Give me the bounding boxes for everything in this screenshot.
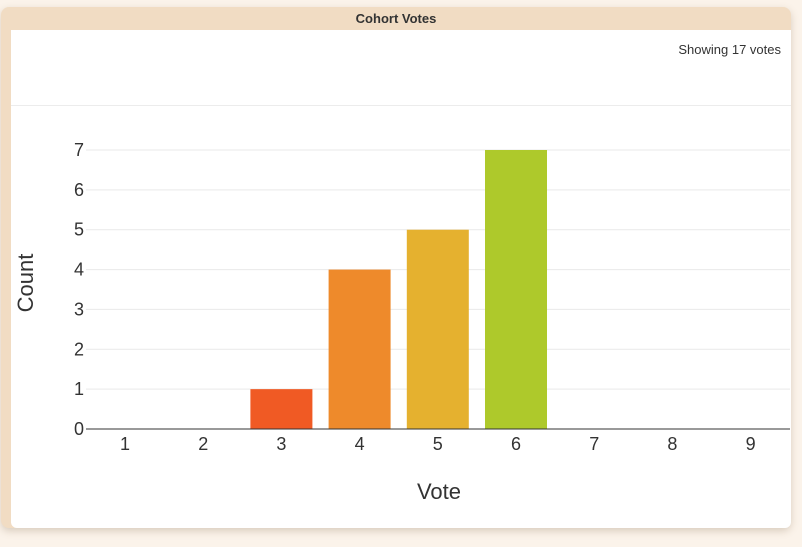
y-axis-label: Count: [13, 254, 38, 313]
bar-vote-5: [406, 229, 469, 429]
x-tick-label: 3: [276, 434, 286, 454]
x-tick-label: 4: [355, 434, 365, 454]
panel-title: Cohort Votes: [355, 11, 437, 26]
x-tick-label: 8: [667, 434, 677, 454]
vote-count-text: Showing 17 votes: [678, 42, 781, 57]
panel-body: Showing 17 votes: [11, 30, 791, 528]
x-tick-label: 1: [120, 434, 130, 454]
y-tick-label: 4: [74, 260, 84, 280]
info-area: Showing 17 votes: [11, 30, 791, 106]
x-axis-label: Vote: [417, 479, 461, 504]
y-tick-label: 2: [74, 339, 84, 359]
bar-vote-3: [250, 389, 313, 429]
bars: [250, 150, 547, 429]
y-tick-label: 6: [74, 180, 84, 200]
x-tick-label: 7: [589, 434, 599, 454]
x-tick-label: 2: [198, 434, 208, 454]
bar-vote-6: [485, 150, 547, 429]
x-tick-label: 6: [511, 434, 521, 454]
x-tick-label: 5: [433, 434, 443, 454]
y-tick-label: 5: [74, 220, 84, 240]
y-tick-label: 3: [74, 299, 84, 319]
y-tick-label: 1: [74, 379, 84, 399]
x-tick-labels: 1 2 3 4 5 6 7 8 9: [120, 434, 756, 454]
panel-frame: Cohort Votes Showing 17 votes: [1, 7, 791, 528]
y-tick-labels: 0 1 2 3 4 5 6 7: [74, 140, 84, 439]
y-tick-label: 7: [74, 140, 84, 160]
bar-vote-4: [328, 269, 391, 429]
x-tick-label: 9: [746, 434, 756, 454]
y-tick-label: 0: [74, 419, 84, 439]
